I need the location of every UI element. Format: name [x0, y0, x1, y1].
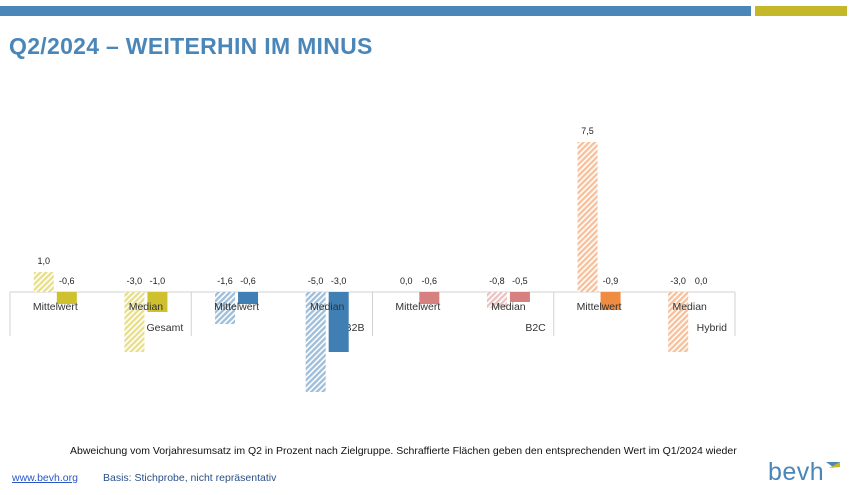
- category-label: Mittelwert: [577, 301, 622, 313]
- logo-mark-icon: [826, 462, 840, 468]
- data-label-q2: -0,9: [603, 276, 619, 286]
- data-label-q2: -1,0: [150, 276, 166, 286]
- header-accent-bar-blue: [0, 6, 751, 16]
- data-label-q1: 0,0: [400, 276, 413, 286]
- header-accent-bar-gold: [755, 6, 847, 16]
- bar-q2: [147, 292, 168, 312]
- bar-q2: [56, 292, 77, 304]
- data-label-q2: -3,0: [331, 276, 347, 286]
- bar-q1: [577, 142, 598, 292]
- group-label: Gesamt: [146, 322, 183, 334]
- bar-q1: [305, 292, 326, 392]
- data-label-q1: 1,0: [38, 256, 51, 266]
- data-label-q1: -0,8: [489, 276, 505, 286]
- data-label-q2: 0,0: [695, 276, 708, 286]
- group-label: B2C: [525, 322, 546, 334]
- data-label-q1: -5,0: [308, 276, 324, 286]
- bar-q2: [328, 292, 349, 352]
- bar-q1: [486, 292, 507, 308]
- bar-q1: [668, 292, 689, 352]
- bar-q1: [33, 272, 54, 292]
- bar-q1: [215, 292, 236, 324]
- bar-q1: [124, 292, 145, 352]
- category-label: Median: [672, 301, 707, 313]
- bevh-logo: bevh: [768, 458, 825, 486]
- data-label-q2: -0,6: [422, 276, 438, 286]
- data-label-q1: 7,5: [581, 126, 594, 136]
- data-label-q2: -0,5: [512, 276, 528, 286]
- data-label-q2: -0,6: [240, 276, 256, 286]
- data-label-q1: -3,0: [670, 276, 686, 286]
- data-label-q1: -3,0: [127, 276, 143, 286]
- category-label: Median: [491, 301, 526, 313]
- category-label: Mittelwert: [214, 301, 259, 313]
- category-label: Median: [310, 301, 345, 313]
- category-label: Median: [129, 301, 164, 313]
- bar-q2: [419, 292, 440, 304]
- website-link[interactable]: www.bevh.org: [12, 472, 78, 484]
- bar-q2: [509, 292, 530, 302]
- page-title: Q2/2024 – WEITERHIN IM MINUS: [9, 33, 373, 59]
- group-label: B2B: [345, 322, 365, 334]
- chart-caption: Abweichung vom Vorjahresumsatz im Q2 in …: [70, 445, 737, 457]
- data-label-q2: -0,6: [59, 276, 75, 286]
- data-label-q1: -1,6: [217, 276, 233, 286]
- category-label: Mittelwert: [395, 301, 440, 313]
- category-label: Mittelwert: [33, 301, 78, 313]
- bar-q2: [238, 292, 259, 304]
- basis-note: Basis: Stichprobe, nicht repräsentativ: [103, 472, 277, 484]
- group-label: Hybrid: [697, 322, 728, 334]
- bar-q2: [600, 292, 621, 310]
